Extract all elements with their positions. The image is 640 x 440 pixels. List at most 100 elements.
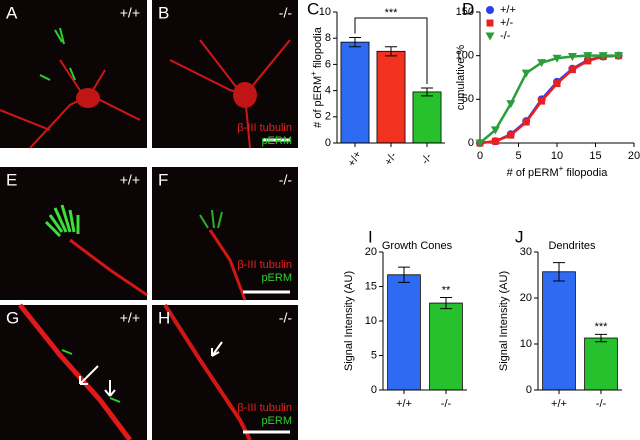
stain-label: β-III tubulin	[237, 259, 292, 271]
point	[507, 131, 515, 139]
y-tick-label: 4	[325, 85, 331, 97]
soma	[76, 88, 100, 108]
significance-label: **	[442, 284, 451, 296]
bar	[584, 337, 618, 391]
point	[614, 52, 624, 61]
axis-label: # of pERM+ filopodia	[309, 26, 324, 128]
error-bar	[440, 297, 452, 310]
label-part: filopodia	[563, 167, 608, 179]
point	[490, 126, 500, 135]
bar	[387, 274, 421, 391]
micrographs	[0, 0, 298, 440]
point	[583, 52, 593, 61]
y-tick-label: 100	[456, 50, 474, 62]
stain-label: pERM	[261, 272, 292, 284]
label-part: Signal Intensity (AU)	[343, 271, 355, 371]
point	[584, 57, 592, 65]
legend-marker	[486, 6, 494, 14]
genotype-label: +/+	[120, 172, 140, 188]
x-tick-label: -/-	[596, 398, 607, 410]
bar	[340, 41, 370, 144]
y-tick-label: 0	[468, 137, 474, 149]
stain-label: β-III tubulin	[237, 402, 292, 414]
axis-label: Signal Intensity (AU)	[343, 271, 355, 371]
legend-label: -/-	[500, 30, 511, 42]
point	[521, 69, 531, 78]
point	[553, 80, 561, 88]
point	[475, 139, 485, 148]
genotype-label: +/+	[120, 5, 140, 21]
significance-label: ***	[385, 7, 399, 19]
genotype-label: -/-	[279, 310, 293, 326]
bar	[542, 271, 576, 391]
y-tick-label: 10	[365, 315, 377, 327]
stain-label: β-III tubulin	[237, 122, 292, 134]
genotype-label: -/-	[279, 172, 293, 188]
filopodia	[39, 27, 76, 81]
arrow	[211, 341, 223, 357]
image-h	[152, 305, 298, 440]
point	[567, 53, 577, 62]
y-tick-label: 5	[371, 349, 377, 361]
point	[537, 59, 547, 68]
y-tick-label: 0	[526, 384, 532, 396]
panel-letter: I	[368, 227, 373, 246]
legend-label: +/+	[500, 4, 516, 16]
y-tick-label: 8	[325, 32, 331, 44]
error-bar	[385, 46, 397, 57]
label-sup: +	[309, 71, 318, 76]
label-part: Signal Intensity (AU)	[498, 271, 510, 371]
y-tick-label: 6	[325, 58, 331, 70]
dendrite	[163, 303, 252, 440]
x-tick-label: +/+	[551, 398, 567, 410]
x-tick-label: 20	[628, 150, 640, 162]
error-bar	[421, 87, 433, 97]
y-tick-label: 0	[371, 384, 377, 396]
genotype-label: +/+	[120, 310, 140, 326]
x-tick-label: 5	[515, 150, 521, 162]
axis-label: # of pERM+ filopodia	[507, 164, 609, 179]
significance-label: ***	[595, 321, 609, 333]
x-tick-label: 15	[589, 150, 601, 162]
label-part: cumulative %	[455, 45, 467, 111]
x-tick-label: 10	[551, 150, 563, 162]
label-part: filopodia	[312, 26, 324, 71]
error-bar	[398, 266, 410, 283]
axis-label: Signal Intensity (AU)	[498, 271, 510, 371]
x-tick-label: +/-	[382, 150, 399, 168]
error-bar	[553, 262, 565, 282]
y-tick-label: 150	[456, 6, 474, 18]
arrow	[79, 365, 116, 397]
bar	[376, 50, 406, 144]
y-tick-label: 10	[319, 6, 331, 18]
pERM-signal	[61, 349, 121, 403]
error-bar	[349, 37, 361, 48]
point	[552, 54, 562, 63]
axis-label: cumulative %	[455, 45, 467, 111]
y-tick-label: 30	[520, 246, 532, 258]
y-tick-label: 15	[365, 280, 377, 292]
genotype-label: -/-	[279, 5, 293, 21]
bar	[412, 91, 442, 144]
point	[598, 52, 608, 61]
point	[522, 118, 530, 126]
y-tick-label: 0	[325, 137, 331, 149]
y-tick-label: 50	[462, 93, 474, 105]
panel-letter: B	[158, 3, 169, 22]
neurite	[208, 229, 247, 301]
growth-cone	[199, 209, 223, 229]
bar	[429, 302, 463, 391]
panel-letter: F	[158, 170, 168, 189]
series-line	[479, 54, 619, 145]
x-tick-label: +/+	[346, 149, 364, 169]
legend-label: +/-	[500, 17, 513, 29]
chart-title: Dendrites	[548, 240, 596, 252]
x-tick-label: -/-	[419, 151, 435, 166]
panel-letter: J	[515, 227, 524, 246]
panel-letter: C	[307, 0, 319, 18]
panel-letter: D	[462, 0, 474, 18]
y-tick-label: 2	[325, 111, 331, 123]
label-part: # of pERM	[312, 76, 324, 128]
image-f	[152, 167, 298, 300]
